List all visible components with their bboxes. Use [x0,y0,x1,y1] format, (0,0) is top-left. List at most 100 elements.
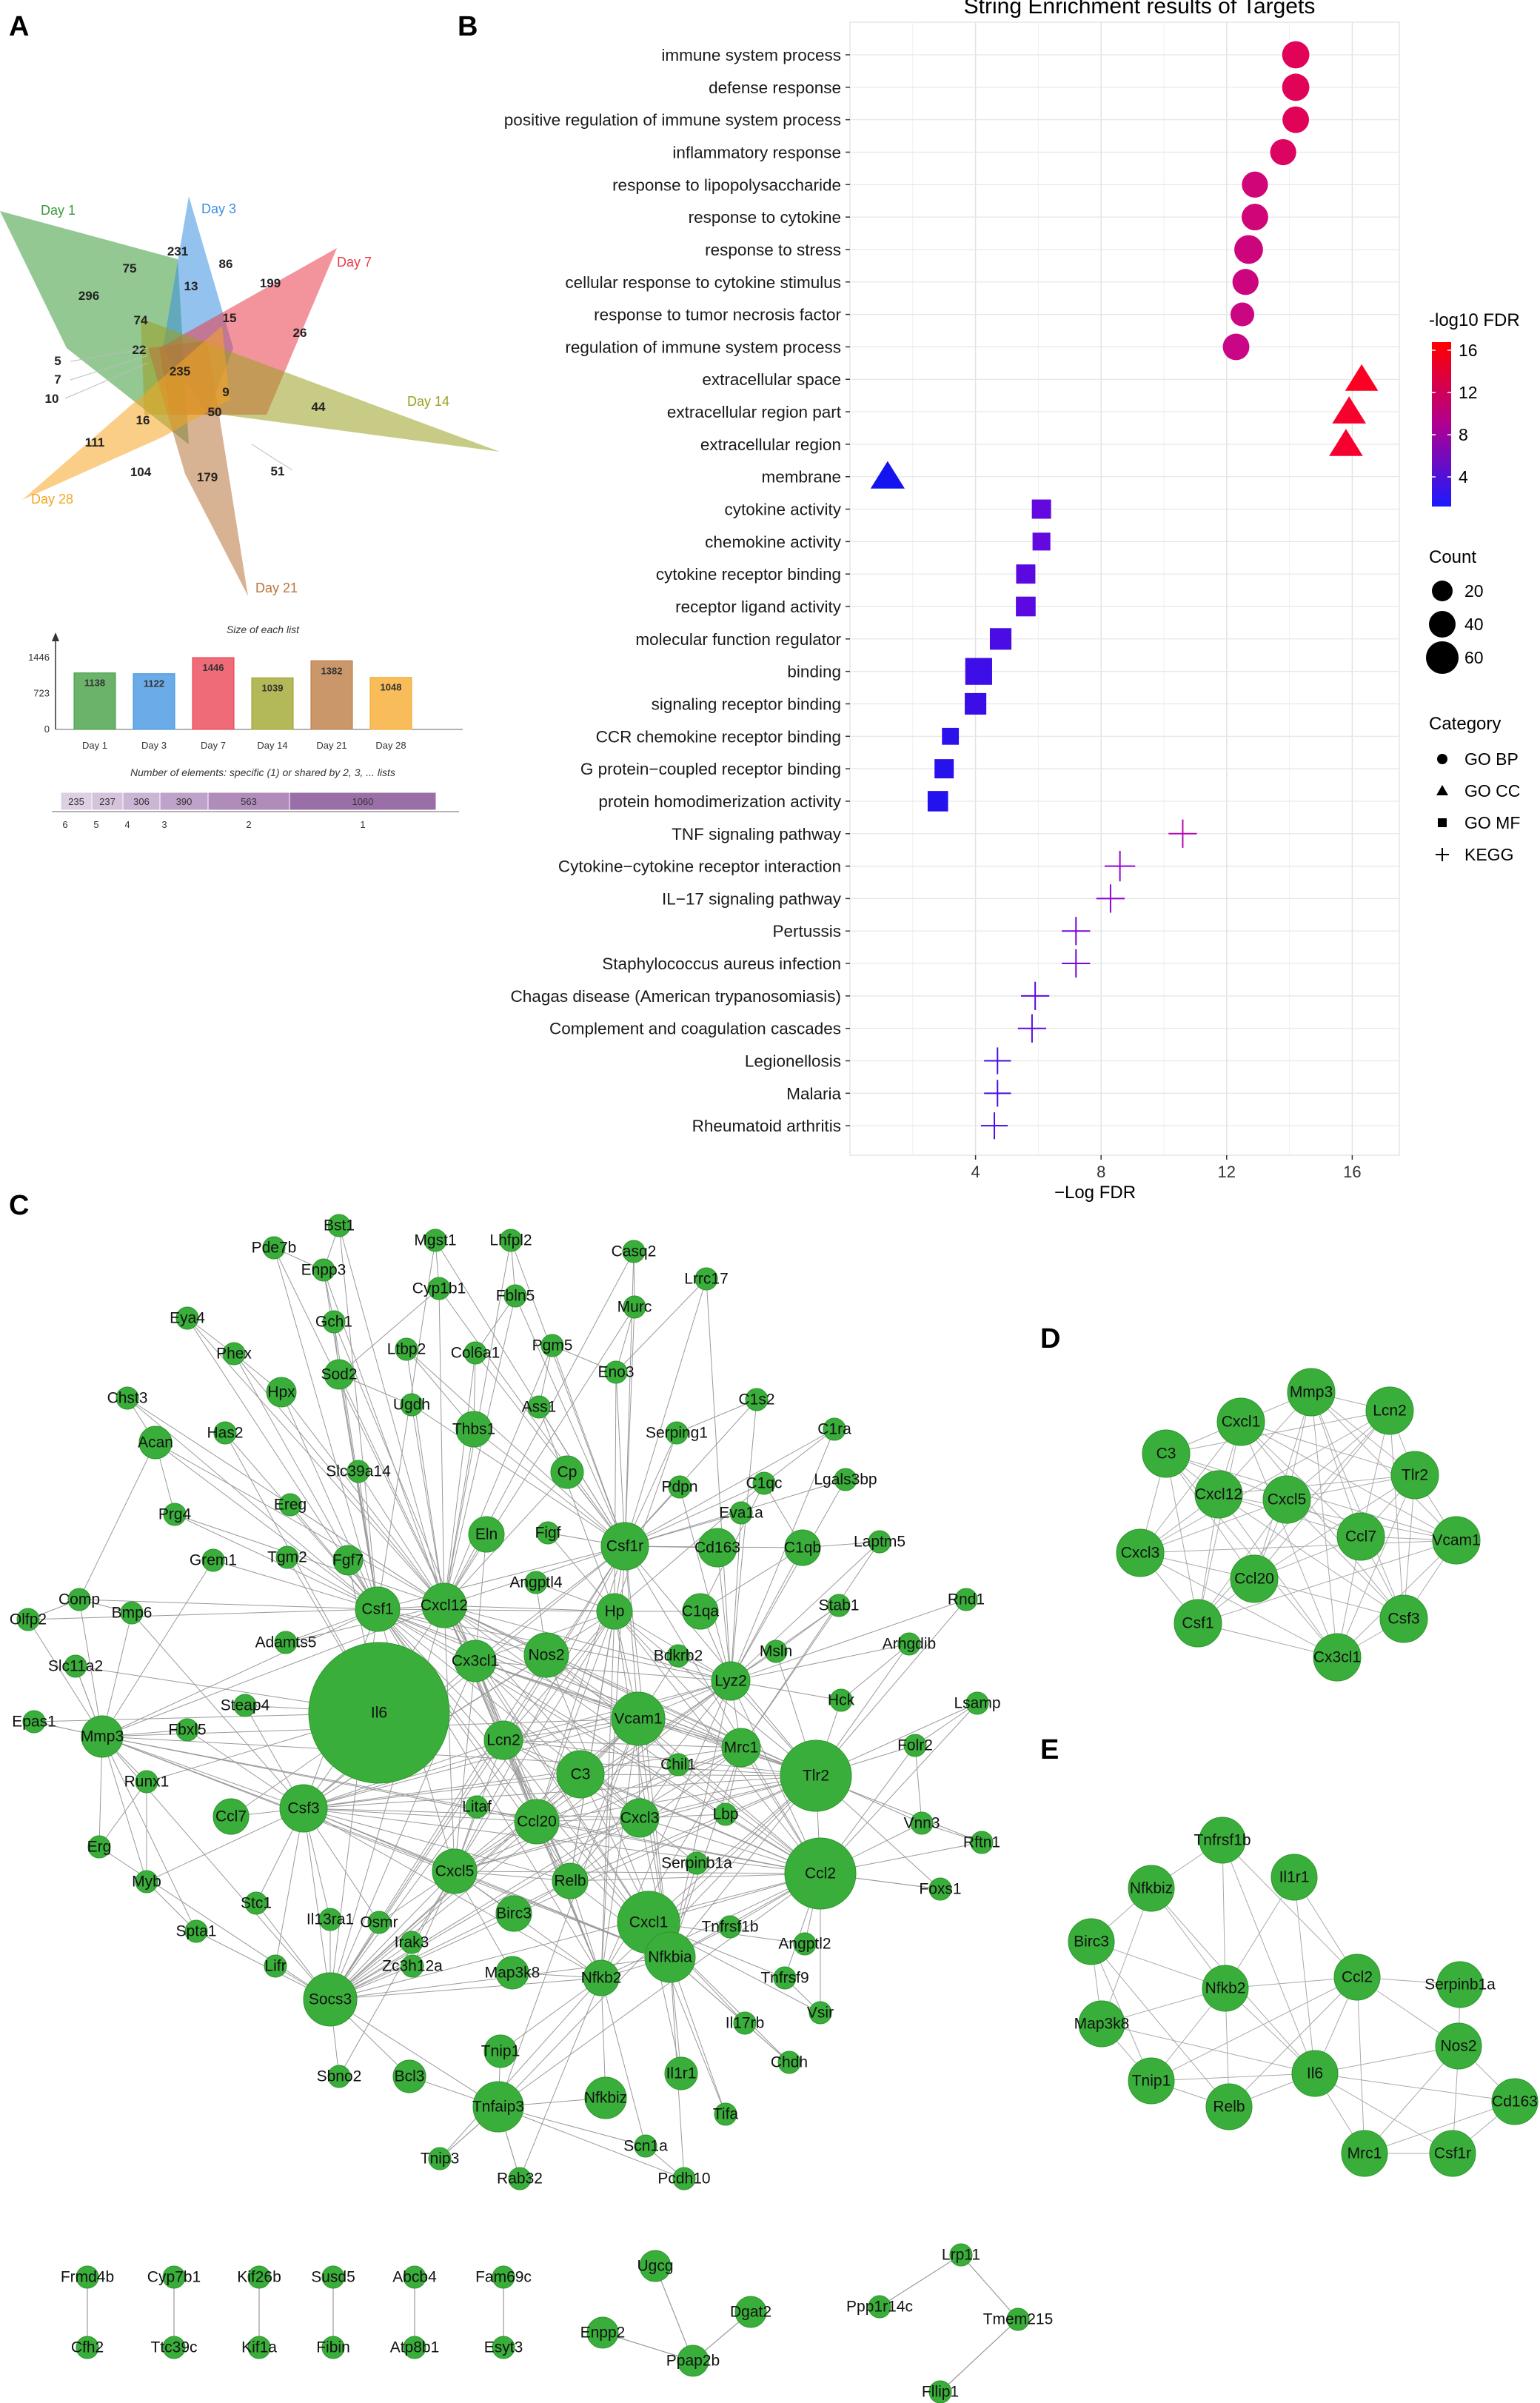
main-node-label: Epas1 [12,1714,56,1731]
main-node [454,1640,497,1682]
network-edge [730,1599,967,1682]
network-edge [146,1808,304,1882]
main-node [87,1835,111,1859]
panel-d-node-label: Cxcl3 [1121,1545,1160,1562]
cluster2-node-label: Ppp1r14c [846,2299,913,2316]
network-edge [840,1643,910,1701]
main-node [682,1593,719,1630]
main-node [556,1750,605,1799]
panel-e-node [1270,1854,1318,1901]
term-label: chemokine activity [705,532,842,551]
cluster2-node [868,2295,891,2319]
network-edge [443,1471,568,1606]
colorbar-label: 4 [1459,467,1468,487]
network-edge [1240,1421,1405,1620]
point-go-bp [1234,235,1263,264]
network-edge [624,1399,757,1547]
network-edge [730,1428,835,1682]
bar-5 [310,660,353,730]
legend-category-label: GO CC [1464,781,1520,801]
network-edge [454,1660,476,1872]
main-node [773,1966,797,1990]
network-edge [624,1428,835,1547]
panel-d-node-label: Csf1 [1182,1615,1213,1632]
term-label: Staphylococcus aureus infection [602,955,841,973]
pair-node-label: Susd5 [311,2269,355,2286]
network-edge [510,1240,626,1547]
pair-node [162,2265,186,2289]
venn-set-label: Day 7 [337,255,372,270]
point-go-cc [1345,364,1379,391]
x-tick-label: 8 [1097,1163,1105,1181]
main-node [697,1528,737,1568]
bar-label: Day 1 [82,740,107,751]
main-node [620,1798,660,1838]
main-node-label: Acan [138,1434,173,1451]
main-node [596,1593,633,1630]
panel-d-node [1313,1633,1362,1682]
network-edge [569,1611,615,1882]
legend-category-title: Category [1429,714,1501,734]
term-label: cytokine activity [724,501,841,519]
main-node [714,1802,737,1826]
panel-e-node [1436,1961,1484,2008]
network-edge [1165,1453,1457,1541]
main-node-label: Ccl20 [517,1814,557,1831]
network-edge [1310,1391,1405,1620]
main-node [278,1493,302,1517]
shared-bar [289,792,437,811]
term-label: extracellular region [700,435,841,454]
main-node [711,1661,751,1701]
network-edge [27,1619,103,1737]
term-label: Chagas disease (American trypanosomiasis… [511,987,841,1006]
network-edge [503,1739,821,1874]
cluster2-node [928,2380,952,2403]
network-edge [503,1611,615,1741]
network-edge [676,1399,757,1434]
main-node-label: Cxcl3 [620,1810,660,1827]
main-node-label: Serping1 [646,1425,708,1442]
main-node-label: Bdkrb2 [654,1648,703,1665]
panel-e-node-label: Mrc1 [1348,2145,1382,2162]
network-edge [411,1404,626,1547]
panel-e-node [1128,2057,1175,2105]
network-edge [101,1560,214,1737]
panel-label-c: C [9,1190,29,1221]
network-edge [443,1352,476,1606]
pair-node-label: Frmd4b [61,2269,114,2286]
network-edge [101,1736,671,1958]
network-edge [615,1278,707,1373]
main-node-label: Rftn1 [963,1834,1000,1851]
panel-d-node [1390,1451,1439,1500]
venn-leader [70,355,149,381]
main-node [784,1837,857,1910]
main-node [668,1475,692,1499]
network-edge [454,1545,626,1872]
main-node [503,1284,527,1308]
main-node [213,1421,237,1445]
main-node [729,1501,753,1525]
main-node [401,1954,424,1978]
venn-count: 231 [167,244,188,258]
main-node-label: Cp [558,1464,578,1481]
main-node-label: Pde7b [252,1240,297,1257]
main-node [355,1586,401,1632]
venn-count: 296 [78,289,99,303]
main-node [468,1516,505,1553]
pair-node-label: Abcb4 [392,2269,437,2286]
main-node [175,1718,199,1742]
network-edge [101,1736,538,1822]
main-node-label: Slc39a14 [326,1463,391,1480]
pair-node [247,2265,271,2289]
main-node [465,1795,489,1819]
network-edge [1197,1421,1242,1624]
network-edge [101,1612,133,1737]
term-label: Malaria [786,1084,841,1103]
network-edge [146,1881,197,1932]
term-label: immune system process [661,46,841,64]
venn-count: 179 [197,470,218,484]
term-label: Rheumatoid arthritis [692,1117,841,1135]
chart-title: String Enrichment results of Targets [964,0,1316,19]
main-node [623,1295,646,1319]
network-edge [281,1391,445,1606]
